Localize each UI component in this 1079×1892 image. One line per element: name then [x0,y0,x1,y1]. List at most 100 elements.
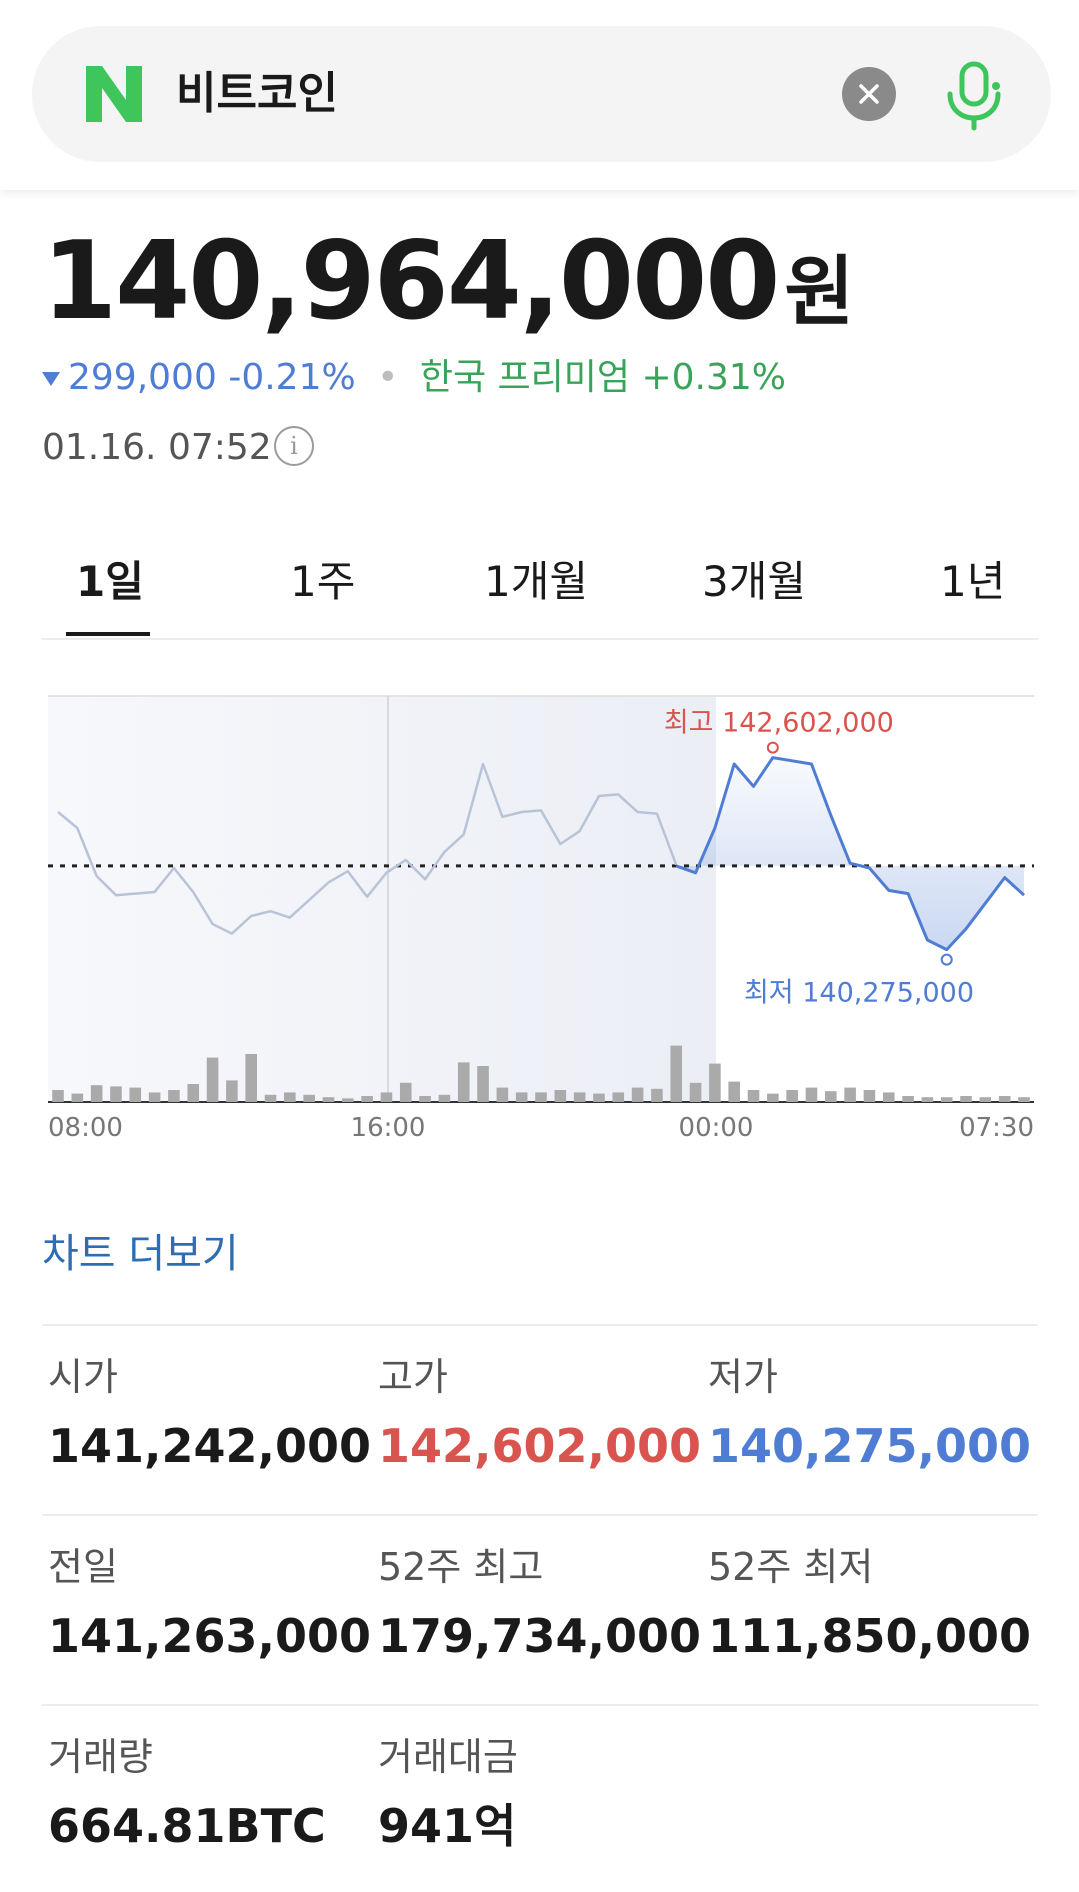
stat-value: 179,734,000 [378,1609,702,1663]
stat-label: 시가 [48,1355,118,1399]
stat-value: 941억 [378,1799,517,1853]
previous-session-shade [48,696,716,1102]
kimchi-premium-label: 한국 프리미엄 [419,357,630,398]
x-tick-label: 00:00 [679,1113,754,1143]
volume-bar [554,1090,567,1102]
more-chart-link[interactable]: 차트 더보기 [42,1231,239,1277]
stat-previous-close: 전일 141,263,000 [48,1542,371,1666]
volume-bar [1018,1097,1030,1102]
x-tick-label: 16:00 [351,1113,426,1143]
stat-volume: 거래량 664.81BTC [48,1732,326,1856]
volume-bar [940,1097,953,1102]
x-tick-label: 07:30 [959,1113,1034,1143]
tab-1-day[interactable]: 1일 [76,557,144,606]
x-axis-ticks: 08:00 16:00 00:00 07:30 [48,1113,1034,1143]
stat-label: 거래량 [48,1735,153,1779]
volume-bar [226,1080,238,1102]
search-query[interactable]: 비트코인 [176,68,338,119]
search-bar[interactable]: 비트코인 [32,26,1051,162]
volume-bar [206,1057,219,1102]
volume-bar [612,1092,625,1102]
change-percent: -0.21% [228,357,356,398]
volume-bar [284,1092,296,1102]
current-price: 140,964,000원 [42,222,854,352]
volume-bar [52,1090,64,1102]
search-header: 비트코인 [0,0,1079,190]
quote-timestamp-row: 01.16. 07:52 i [42,424,314,472]
stat-label: 52주 최저 [708,1545,874,1589]
x-tick-label: 08:00 [48,1113,123,1143]
volume-bar [535,1092,547,1102]
down-triangle-icon [42,372,60,386]
volume-bar [419,1096,431,1102]
volume-bars [52,1045,1030,1102]
period-tabs: 1일 1주 1개월 3개월 1년 [42,540,1038,640]
volume-bar [361,1096,373,1102]
tab-1-month[interactable]: 1개월 [484,557,589,606]
clear-search-button[interactable] [842,67,896,121]
price-change-row: 299,000 -0.21% • 한국 프리미엄 +0.31% [42,354,786,402]
close-icon [859,84,879,104]
volume-bar [805,1087,818,1102]
volume-bar [148,1092,161,1102]
price-down-area [676,757,1024,950]
volume-bar [631,1087,644,1102]
volume-bar [747,1090,760,1102]
high-point-marker [766,741,779,754]
volume-bar [496,1087,509,1102]
volume-bar [689,1082,702,1102]
tab-1-year[interactable]: 1년 [940,557,1006,606]
stats-row-2: 전일 141,263,000 52주 최고 179,734,000 52주 최저… [42,1514,1038,1704]
volume-bar [902,1096,914,1102]
volume-bar [825,1091,837,1102]
price-down-line [675,756,1026,952]
price-area-fills [676,757,1024,950]
change-value: 299,000 [68,357,217,398]
stat-value: 141,242,000 [48,1419,372,1473]
volume-bar [863,1090,876,1102]
volume-bar [882,1092,895,1102]
volume-bar [921,1097,934,1102]
price-unit: 원 [784,247,854,336]
volume-bar [767,1093,779,1102]
tab-1-week[interactable]: 1주 [290,557,356,606]
volume-bar [264,1094,277,1102]
stats-row-3: 거래량 664.81BTC 거래대금 941억 [42,1704,1038,1892]
low-point-marker [940,953,953,966]
tab-3-month[interactable]: 3개월 [702,557,807,606]
stat-trade-amount: 거래대금 941억 [378,1732,518,1856]
volume-bar [960,1096,972,1102]
volume-bar [399,1082,412,1102]
separator-dot: • [377,357,399,398]
volume-bar [457,1062,470,1102]
stat-label: 52주 최고 [378,1545,544,1589]
voice-search-button[interactable] [936,58,1012,134]
volume-bar [90,1085,103,1102]
quote-timestamp: 01.16. 07:52 [42,427,272,468]
stat-value: 111,850,000 [708,1609,1032,1663]
volume-bar [844,1087,856,1102]
volume-bar [651,1088,663,1102]
volume-bar [245,1054,257,1102]
info-icon[interactable]: i [274,426,314,466]
stat-value: 141,263,000 [48,1609,372,1663]
volume-bar [515,1092,528,1102]
stat-52-week-high: 52주 최고 179,734,000 [378,1542,701,1666]
previous-session-price-line [57,762,678,935]
low-price-label: 최저 140,275,000 [744,978,974,1009]
stat-open: 시가 141,242,000 [48,1352,371,1476]
high-price-label: 최고 142,602,000 [664,708,894,739]
volume-bar [728,1081,740,1102]
stat-label: 저가 [708,1355,778,1399]
intraday-price-chart[interactable]: 최고 142,602,000 최저 140,275,000 08:00 16:00… [0,680,1079,1180]
volume-bar [322,1097,335,1102]
volume-bar [438,1094,451,1102]
stat-value: 664.81BTC [48,1799,326,1853]
volume-bar [998,1096,1011,1102]
naver-logo-icon[interactable] [82,62,146,126]
volume-bar [342,1098,354,1102]
volume-bar [129,1087,142,1102]
stat-label: 거래대금 [378,1735,518,1779]
volume-bar [110,1086,122,1102]
stat-low: 저가 140,275,000 [708,1352,1031,1476]
